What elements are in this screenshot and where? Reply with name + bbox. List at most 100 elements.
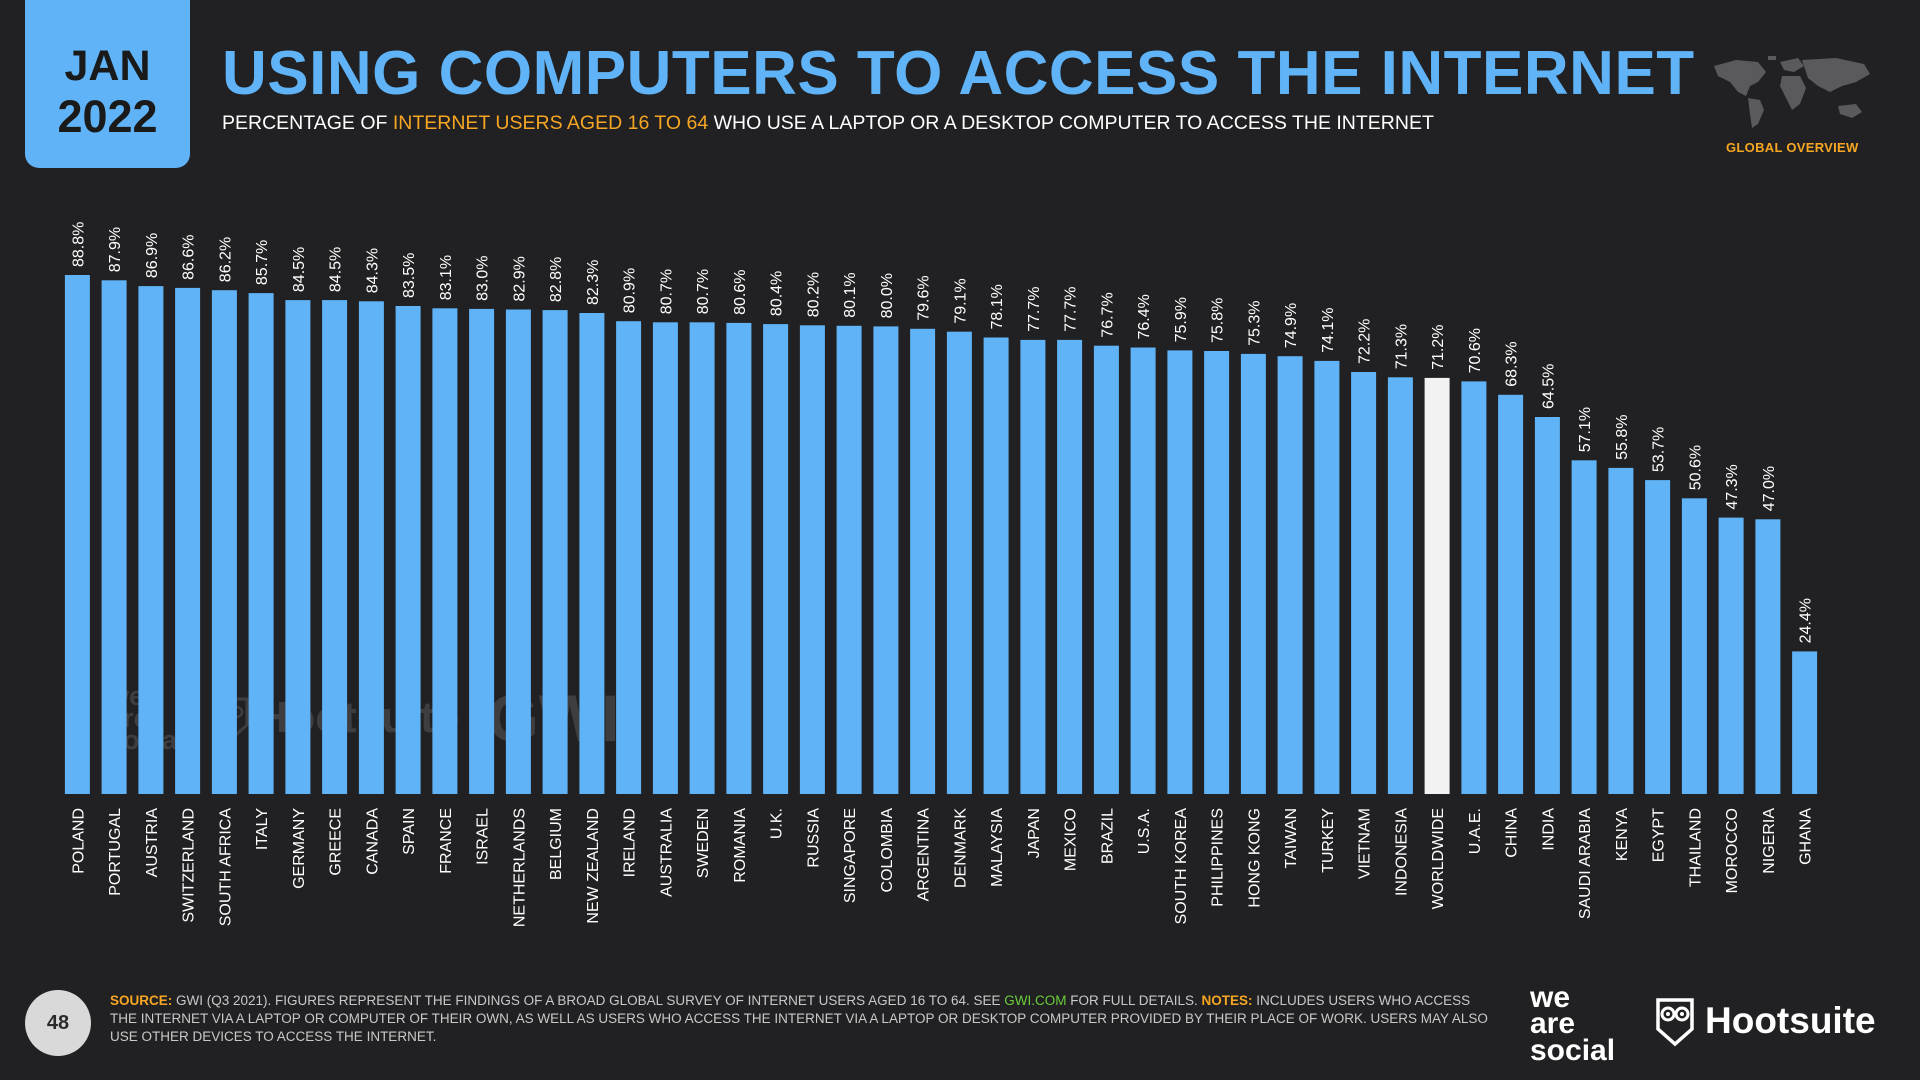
value-label: 80.2% [805,272,822,317]
value-label: 72.2% [1357,319,1374,364]
bar-belgium [542,310,568,794]
category-label: THAILAND [1687,808,1704,887]
bar-kenya [1608,467,1634,794]
bar-u-a-e [1461,381,1487,794]
value-label: 77.7% [1063,287,1080,332]
category-label: MALAYSIA [989,808,1006,887]
category-label: CANADA [364,808,381,875]
value-label: 80.7% [658,269,675,314]
category-label: SAUDI ARABIA [1577,808,1594,919]
subtitle-post: WHO USE A LAPTOP OR A DESKTOP COMPUTER T… [708,112,1434,134]
category-label: BELGIUM [548,808,565,880]
value-label: 86.2% [217,237,234,282]
value-label: 82.9% [511,256,528,301]
category-label: KENYA [1614,808,1631,861]
value-label: 80.7% [695,269,712,314]
category-label: GHANA [1798,808,1815,865]
bar-austria [138,286,164,794]
logo-was-line: we [1530,981,1571,1014]
bar-singapore [836,325,862,794]
subtitle-highlight: INTERNET USERS AGED 16 TO 64 [392,112,709,134]
bar-indonesia [1387,377,1413,794]
badge-year: 2022 [57,91,158,142]
bar-morocco [1718,517,1744,794]
value-label: 83.5% [401,253,418,298]
value-label: 85.7% [254,240,271,285]
value-label: 87.9% [107,227,124,272]
value-label: 47.3% [1724,464,1741,509]
category-label: AUSTRALIA [658,808,675,897]
bar-denmark [946,331,972,794]
value-label: 79.6% [916,275,933,320]
value-label: 55.8% [1614,415,1631,460]
category-label: AUSTRIA [144,808,161,878]
value-label: 78.1% [989,284,1006,329]
category-label: SPAIN [401,808,418,855]
source-link[interactable]: GWI.COM [1004,993,1067,1008]
category-label: JAPAN [1026,808,1043,858]
bar-ghana [1792,651,1818,794]
category-label: PHILIPPINES [1210,808,1227,907]
bar-brazil [1093,345,1119,794]
value-label: 68.3% [1504,341,1521,386]
value-label: 71.3% [1393,324,1410,369]
bar-germany [285,300,311,794]
category-label: INDIA [1540,808,1557,851]
bar-japan [1020,339,1046,794]
bar-malaysia [983,337,1009,794]
hootsuite-text: Hootsuite [1705,1000,1876,1041]
bar-taiwan [1277,356,1303,794]
bar-italy [248,293,274,794]
source-text: GWI (Q3 2021). FIGURES REPRESENT THE FIN… [172,993,1005,1008]
value-label: 84.3% [364,248,381,293]
category-label: WORLDWIDE [1430,808,1447,909]
category-label: GERMANY [291,808,308,889]
value-label: 80.9% [622,268,639,313]
category-label: RUSSIA [805,808,822,868]
value-label: 79.1% [952,278,969,323]
hootsuite-logo: Hootsuite [1655,995,1876,1047]
value-label: 86.6% [181,235,198,280]
bar-vietnam [1351,372,1377,794]
value-label: 53.7% [1651,427,1668,472]
bar-sweden [689,322,715,794]
bar-colombia [873,326,899,794]
value-label: 82.3% [585,260,602,305]
bar-turkey [1314,360,1340,794]
bar-spain [395,306,421,794]
value-label: 75.8% [1210,298,1227,343]
value-label: 88.8% [70,222,87,267]
category-label: POLAND [70,808,87,874]
notes-text: INCLUDES USERS WHO ACCESS THE INTERNET V… [110,993,1488,1044]
category-label: SOUTH AFRICA [217,808,234,927]
badge-month: JAN [64,42,151,90]
category-label: SWITZERLAND [181,808,198,923]
bar-canada [358,301,384,794]
bar-australia [652,322,678,794]
category-label: SWEDEN [695,808,712,878]
value-label: 76.7% [1099,292,1116,337]
category-label: NETHERLANDS [511,808,528,927]
bar-mexico [1057,339,1083,794]
value-label: 76.4% [1136,294,1153,339]
category-label: IRELAND [622,808,639,877]
bar-hong-kong [1240,353,1266,794]
bar-philippines [1204,351,1230,794]
value-label: 71.2% [1430,325,1447,370]
bar-u-s-a [1130,347,1156,794]
value-label: 84.5% [291,247,308,292]
bar-greece [322,300,348,794]
page-number: 48 [25,990,91,1056]
value-label: 80.6% [732,270,749,315]
category-label: TURKEY [1320,808,1337,873]
category-label: SINGAPORE [842,808,859,903]
value-label: 82.8% [548,257,565,302]
value-label: 74.1% [1320,308,1337,353]
bar-u-k [763,324,789,794]
category-label: ARGENTINA [916,808,933,902]
bar-russia [799,325,825,794]
category-label: VIETNAM [1357,808,1374,879]
world-map-icon [1714,56,1870,128]
category-label: PORTUGAL [107,808,124,896]
category-label: INDONESIA [1393,808,1410,896]
